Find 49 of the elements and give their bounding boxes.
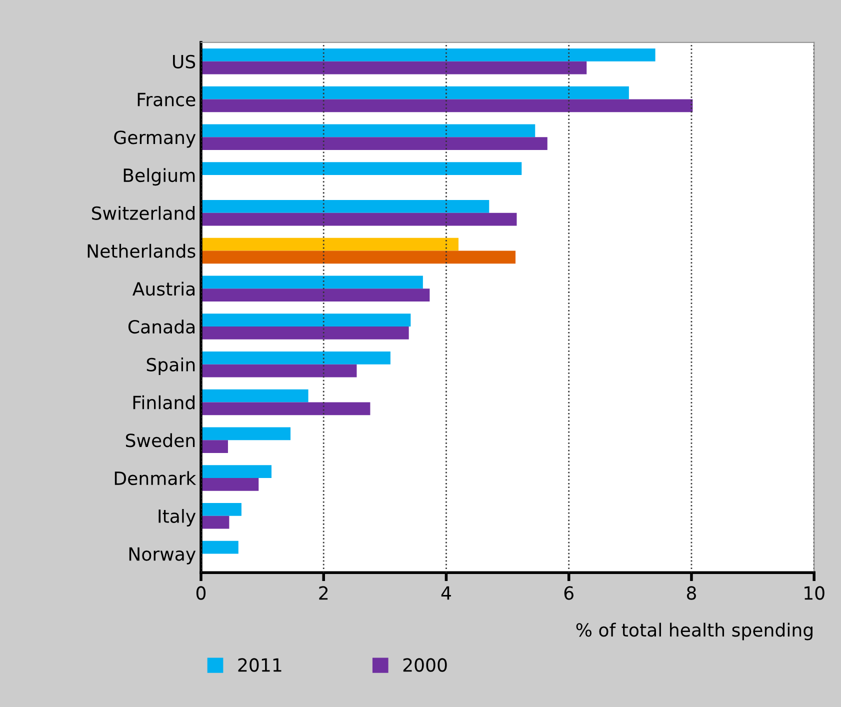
bar	[201, 516, 230, 529]
bar	[201, 440, 228, 453]
y-tick-label: Sweden	[126, 433, 195, 448]
bar	[201, 99, 693, 112]
y-tick-label: Italy	[158, 509, 196, 526]
bar	[201, 276, 423, 289]
x-tick-label: 8	[686, 586, 696, 600]
bar	[201, 212, 517, 226]
bar	[201, 61, 587, 74]
bar	[201, 162, 522, 175]
bar	[201, 351, 390, 364]
bar	[201, 402, 370, 416]
y-tick-label: Norway	[129, 547, 196, 564]
y-tick-label: Canada	[128, 320, 194, 334]
x-tick-label: 10	[804, 586, 824, 600]
y-tick-label: Denmark	[114, 471, 196, 486]
bar	[201, 200, 490, 213]
x-axis-title: % of total health spending	[576, 622, 812, 640]
bar	[201, 288, 430, 302]
bar	[201, 502, 242, 516]
x-tick-label: 0	[196, 586, 206, 600]
y-tick-label: Switzerland	[92, 206, 194, 220]
x-tick-label: 4	[441, 586, 451, 600]
bar	[201, 427, 291, 440]
legend-label: 2000	[403, 658, 447, 672]
y-tick-label: Belgium	[124, 168, 195, 186]
y-tick-label: Germany	[114, 130, 196, 148]
y-tick-label: Netherlands	[88, 244, 196, 258]
y-tick-label: Spain	[146, 358, 195, 375]
bar	[201, 124, 536, 138]
bar	[201, 540, 238, 554]
bar	[201, 326, 409, 340]
legend-label: 2011	[238, 658, 282, 672]
y-tick-label: Austria	[132, 282, 195, 296]
y-tick-label: US	[173, 54, 196, 68]
bar	[201, 364, 357, 378]
bar	[201, 48, 656, 62]
x-tick-label: 2	[319, 586, 328, 600]
bar	[201, 238, 458, 251]
bar	[201, 137, 548, 150]
bar	[201, 478, 259, 491]
y-tick-label: France	[138, 92, 196, 106]
bar	[201, 465, 272, 478]
bar	[201, 389, 308, 402]
bar	[201, 250, 516, 264]
y-tick-label: Finland	[133, 395, 194, 410]
bar	[201, 314, 411, 326]
x-tick-label: 6	[564, 586, 574, 600]
bar	[201, 86, 629, 100]
